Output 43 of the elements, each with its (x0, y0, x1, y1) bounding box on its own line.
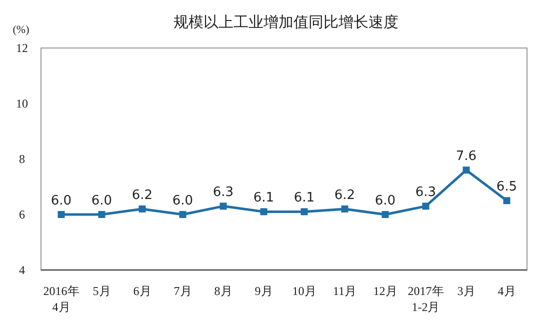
x-tick-label: 3月 (457, 284, 476, 298)
data-label: 6.0 (50, 194, 72, 208)
data-label: 6.0 (91, 194, 112, 208)
x-tick-label: 8月 (214, 284, 232, 298)
point (300, 208, 308, 216)
x-tick-label: 10月 (292, 284, 316, 298)
point (462, 166, 470, 174)
data-label: 6.1 (294, 190, 315, 206)
x-tick-label: 11月 (332, 284, 357, 298)
data-label: 6.3 (415, 185, 436, 200)
point (58, 211, 65, 218)
x-tick-label: 7月 (174, 284, 192, 298)
y-tick-label: 12 (16, 41, 28, 55)
y-axis-title: (%) (12, 24, 30, 36)
data-label: 6.5 (496, 180, 518, 195)
y-tick-label: 8 (19, 152, 25, 166)
y-tick-label: 10 (16, 96, 28, 110)
y-tick-label: 6 (19, 208, 25, 222)
data-label: 6.2 (334, 188, 356, 203)
data-label: 6.3 (212, 185, 234, 200)
point (422, 202, 430, 210)
x-tick-label: 2017年 1-2月 (408, 284, 444, 314)
point (503, 197, 510, 204)
point (220, 202, 227, 210)
x-tick-label: 12月 (373, 284, 398, 298)
x-tick-label: 6月 (133, 284, 152, 298)
data-label: 7.6 (456, 149, 477, 164)
point (138, 205, 146, 212)
data-label: 6.0 (172, 194, 194, 208)
y-tick-label: 4 (19, 263, 25, 277)
chart-title: 规模以上工业增加值同比增长速度 (174, 13, 398, 31)
point (98, 211, 106, 218)
x-tick-label: 9月 (254, 284, 273, 298)
x-tick-label: 2016年 4月 (43, 284, 80, 314)
point (382, 211, 389, 218)
point (179, 211, 186, 218)
x-tick-label: 5月 (92, 284, 111, 298)
x-tick-label: 4月 (498, 284, 516, 298)
data-label: 6.1 (253, 190, 274, 206)
data-label: 6.2 (132, 188, 153, 203)
data-label: 6.0 (374, 194, 396, 208)
point (341, 205, 348, 212)
point (260, 208, 268, 216)
